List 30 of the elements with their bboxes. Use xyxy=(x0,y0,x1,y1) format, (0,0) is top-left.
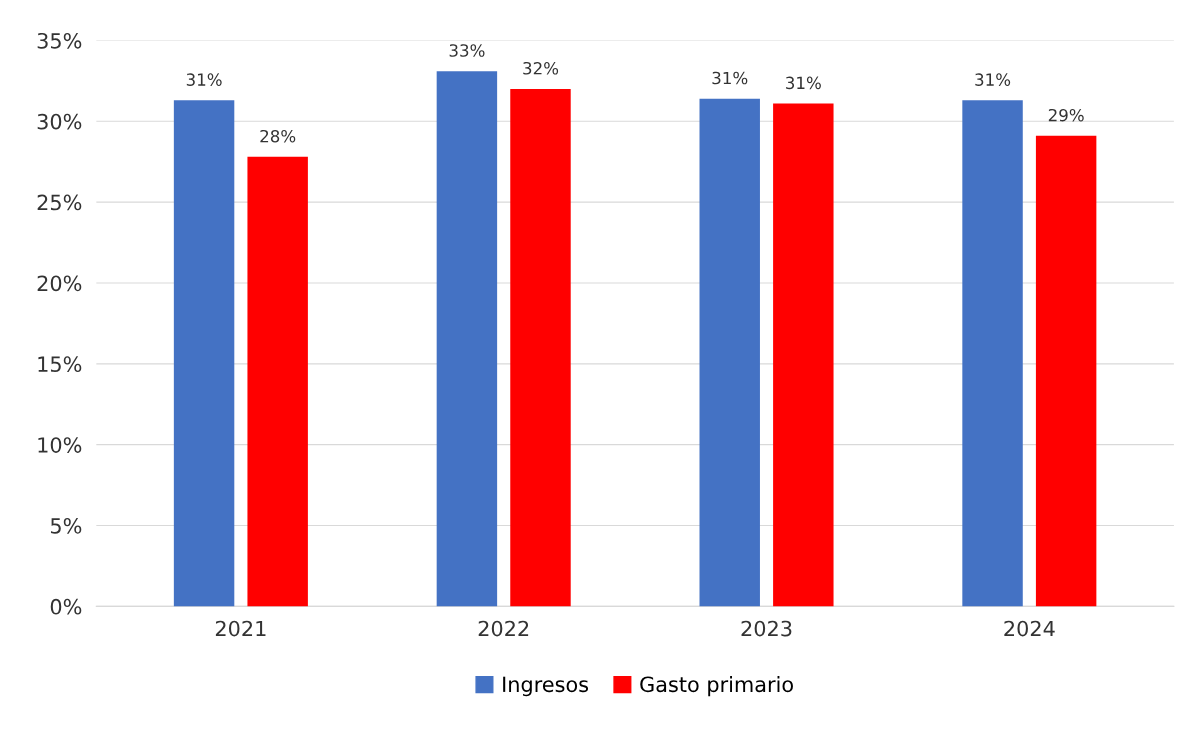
legend-label: Gasto primario xyxy=(640,676,793,697)
y-tick-label: 15% xyxy=(38,356,82,373)
data-label: 31% xyxy=(786,76,821,90)
legend-label: Ingresos xyxy=(503,676,589,697)
x-tick-label: 2023 xyxy=(741,620,792,637)
y-tick-label: 35% xyxy=(37,32,82,49)
bar xyxy=(962,100,1023,607)
y-tick-label: 10% xyxy=(38,437,82,453)
data-label: 31% xyxy=(186,73,222,86)
x-tick-label: 2021 xyxy=(215,620,266,637)
data-label: 29% xyxy=(1048,108,1084,122)
bar xyxy=(1035,135,1097,607)
data-label: 28% xyxy=(260,129,296,143)
x-tick-label: 2024 xyxy=(1004,620,1055,637)
y-tick-label: 0% xyxy=(50,598,82,615)
x-tick-label: 2022 xyxy=(478,620,529,637)
data-label: 32% xyxy=(523,61,559,75)
bar xyxy=(699,98,760,607)
y-tick-label: 5% xyxy=(50,517,82,534)
y-tick-label: 20% xyxy=(37,275,82,292)
data-label: 31% xyxy=(975,73,1011,86)
data-label: 31% xyxy=(712,71,748,85)
y-tick-label: 25% xyxy=(37,194,82,211)
bar xyxy=(510,88,571,607)
bar xyxy=(773,103,834,607)
bar xyxy=(173,100,235,607)
bar xyxy=(436,71,498,607)
data-label: 33% xyxy=(449,44,485,57)
bar xyxy=(247,156,308,607)
y-tick-label: 30% xyxy=(37,113,82,130)
